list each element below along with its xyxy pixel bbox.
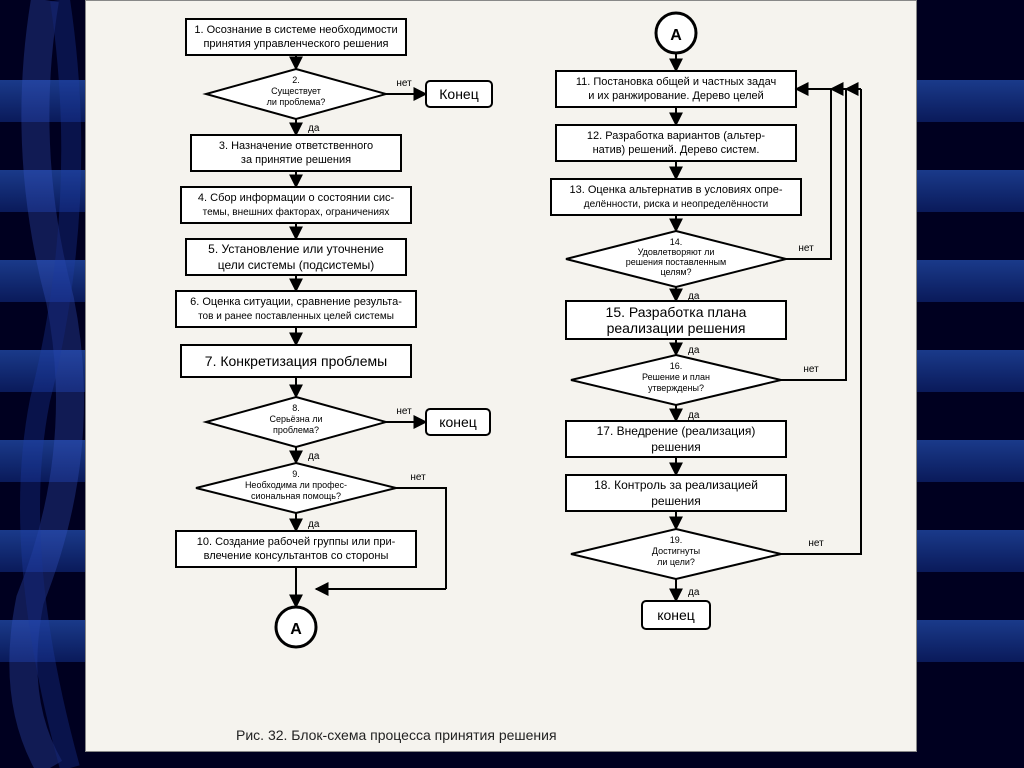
svg-text:утверждены?: утверждены? [648,383,704,393]
svg-text:тов и ранее поставленных целей: тов и ранее поставленных целей системы [198,311,394,322]
n2-num: 2. [292,75,300,85]
svg-text:16.: 16. [670,361,683,371]
svg-text:нет: нет [396,406,412,417]
svg-text:делённости, риска и неопределё: делённости, риска и неопределённости [584,199,768,210]
svg-text:5. Установление или уточнение: 5. Установление или уточнение [208,242,384,256]
n1-l1: 1. Осознание в системе необходимости [194,24,397,36]
svg-text:и их ранжирование. Дерево целе: и их ранжирование. Дерево целей [588,90,764,102]
n2-l2: ли проблема? [267,97,326,107]
svg-text:ли цели?: ли цели? [657,557,695,567]
svg-text:да: да [688,410,700,421]
svg-text:Решение и план: Решение и план [642,372,710,382]
svg-text:7. Конкретизация проблемы: 7. Конкретизация проблемы [205,353,387,369]
svg-text:цели системы (подсистемы): цели системы (подсистемы) [218,258,375,272]
svg-text:А: А [290,621,302,638]
svg-text:6. Оценка ситуации, сравнение: 6. Оценка ситуации, сравнение результа- [190,296,402,308]
svg-text:нет: нет [410,472,426,483]
svg-text:за принятие решения: за принятие решения [241,154,351,166]
n1-l2: принятия управленческого решения [203,38,388,50]
svg-text:целям?: целям? [660,267,691,277]
svg-text:Необходима ли профес-: Необходима ли профес- [245,480,347,490]
svg-text:нет: нет [808,538,824,549]
svg-text:да: да [308,519,320,530]
end-1-t: Конец [439,86,478,102]
svg-text:8.: 8. [292,403,300,413]
svg-text:темы, внешних факторах, ограни: темы, внешних факторах, ограничениях [203,206,390,218]
svg-text:18. Контроль за реализацией: 18. Контроль за реализацией [594,478,758,492]
svg-text:сиональная помощь?: сиональная помощь? [251,491,341,501]
svg-text:15. Разработка плана: 15. Разработка плана [606,304,747,320]
svg-text:4. Сбор информации о состоянии: 4. Сбор информации о состоянии сис- [198,192,395,204]
svg-text:19.: 19. [670,535,683,545]
svg-text:14.: 14. [670,237,683,247]
svg-text:натив) решений. Дерево систем.: натив) решений. Дерево систем. [593,144,760,156]
diagram-page: 1. Осознание в системе необходимости при… [85,0,917,752]
svg-text:да: да [688,587,700,598]
svg-text:нет: нет [798,243,814,254]
svg-text:Достигнуты: Достигнуты [652,546,700,556]
n2-yes: да [308,123,320,134]
svg-text:3. Назначение ответственного: 3. Назначение ответственного [219,140,373,152]
svg-text:Удовлетворяют ли: Удовлетворяют ли [638,247,715,257]
svg-text:влечение консультантов со стор: влечение консультантов со стороны [204,550,389,562]
svg-text:13. Оценка альтернатив в услов: 13. Оценка альтернатив в условиях опре- [569,184,782,196]
svg-text:да: да [308,451,320,462]
svg-text:да: да [688,345,700,356]
svg-text:10. Создание рабочей группы ил: 10. Создание рабочей группы или при- [197,536,396,548]
svg-text:А: А [670,27,682,44]
accent-swirl [0,0,90,768]
figure-caption: Рис. 32. Блок-схема процесса принятия ре… [236,727,557,743]
svg-text:решения: решения [651,440,700,454]
svg-text:решения поставленным: решения поставленным [626,257,726,267]
n2-no: нет [396,78,412,89]
n2-l1: Существует [271,86,321,96]
svg-text:конец: конец [657,607,695,623]
svg-text:нет: нет [803,364,819,375]
svg-text:Серьёзна ли: Серьёзна ли [269,414,322,424]
svg-text:проблема?: проблема? [273,425,319,435]
svg-text:реализации решения: реализации решения [607,320,746,336]
svg-text:конец: конец [439,414,477,430]
svg-text:12. Разработка вариантов (альт: 12. Разработка вариантов (альтер- [587,130,765,142]
svg-text:9.: 9. [292,469,300,479]
svg-text:решения: решения [651,494,700,508]
svg-text:17. Внедрение (реализация): 17. Внедрение (реализация) [597,424,756,438]
flowchart-svg: 1. Осознание в системе необходимости при… [86,1,916,751]
svg-text:11. Постановка общей и частных: 11. Постановка общей и частных задач [576,76,776,88]
